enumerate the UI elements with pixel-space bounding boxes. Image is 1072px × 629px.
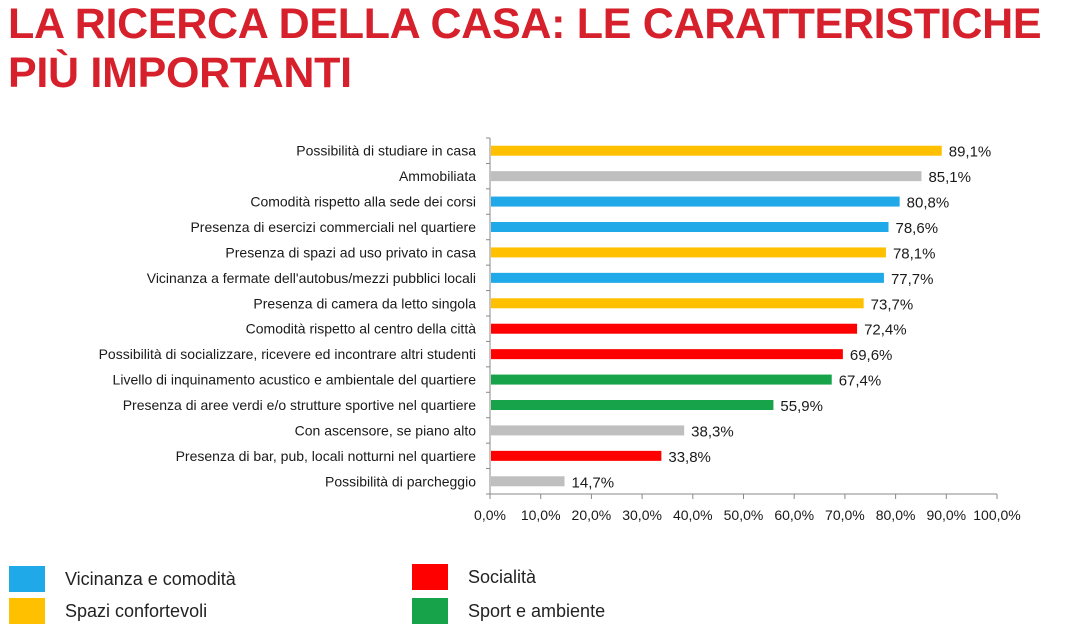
category-label: Comodità rispetto alla sede dei corsi — [250, 194, 476, 210]
x-tick-label: 40,0% — [673, 507, 713, 523]
x-tick-label: 80,0% — [876, 507, 916, 523]
value-label: 67,4% — [839, 373, 882, 390]
legend-item-spazi: Spazi confortevoli — [9, 598, 207, 624]
category-label: Possibilità di socializzare, ricevere ed… — [99, 346, 476, 362]
bar — [491, 196, 900, 207]
legend-item-vicinanza: Vicinanza e comodità — [9, 566, 236, 592]
legend-label: Sport e ambiente — [468, 600, 606, 621]
legend-swatch-red — [412, 564, 448, 590]
legend-item-socialita: Socialità — [412, 564, 536, 590]
value-label: 14,7% — [572, 474, 615, 491]
legend-item-sport: Sport e ambiente — [412, 598, 605, 624]
category-label: Ammobiliata — [399, 168, 476, 184]
legend-label: Vicinanza e comodità — [65, 568, 236, 589]
x-tick-label: 50,0% — [724, 507, 764, 523]
bar — [491, 298, 864, 309]
category-label: Presenza di spazi ad uso privato in casa — [225, 244, 476, 260]
value-label: 72,4% — [864, 322, 907, 339]
category-label: Comodità rispetto al centro della città — [246, 321, 477, 337]
x-tick-label: 100,0% — [973, 507, 1020, 523]
category-label: Presenza di esercizi commerciali nel qua… — [190, 219, 476, 235]
bar — [491, 247, 886, 258]
category-label: Vicinanza a fermate dell'autobus/mezzi p… — [147, 270, 476, 286]
x-tick-label: 60,0% — [774, 507, 814, 523]
legend-swatch-green — [412, 598, 448, 624]
category-label: Presenza di aree verdi e/o strutture spo… — [123, 397, 477, 413]
bar — [491, 476, 565, 487]
value-label: 80,8% — [907, 195, 950, 212]
value-label: 73,7% — [871, 296, 914, 313]
value-label: 55,9% — [780, 398, 823, 415]
bar — [491, 349, 843, 360]
x-tick-label: 0,0% — [474, 507, 506, 523]
category-label: Con ascensore, se piano alto — [295, 422, 477, 438]
x-tick-label: 90,0% — [926, 507, 966, 523]
value-label: 85,1% — [928, 169, 971, 186]
bar — [491, 400, 774, 410]
value-label: 69,6% — [850, 347, 893, 364]
x-tick-label: 70,0% — [825, 507, 865, 523]
x-tick-label: 10,0% — [521, 507, 561, 523]
category-label: Livello di inquinamento acustico e ambie… — [113, 372, 477, 388]
value-label: 38,3% — [691, 423, 734, 440]
value-label: 89,1% — [949, 144, 992, 161]
bar — [491, 374, 832, 385]
bar — [491, 222, 889, 232]
category-label: Presenza di camera da letto singola — [253, 295, 476, 311]
bar — [491, 425, 685, 436]
x-tick-label: 30,0% — [622, 507, 662, 523]
legend-label: Spazi confortevoli — [65, 600, 208, 621]
legend-label: Socialità — [468, 566, 537, 587]
page-title: LA RICERCA DELLA CASA: LE CARATTERISTICH… — [8, 0, 1068, 98]
value-label: 78,6% — [896, 220, 939, 237]
bar — [491, 272, 884, 283]
category-label: Possibilità di studiare in casa — [296, 143, 476, 159]
category-label: Presenza di bar, pub, locali notturni ne… — [176, 448, 477, 464]
title-line-1: LA RICERCA DELLA CASA: LE CARATTERISTICH… — [8, 0, 1042, 48]
bar — [491, 450, 662, 461]
category-label: Possibilità di parcheggio — [325, 473, 476, 489]
value-label: 77,7% — [891, 271, 934, 288]
title-line-2: PIÙ IMPORTANTI — [8, 49, 352, 97]
legend-swatch-blue — [9, 566, 45, 592]
value-label: 33,8% — [668, 449, 711, 466]
x-tick-label: 20,0% — [572, 507, 612, 523]
bar — [491, 145, 942, 156]
value-label: 78,1% — [893, 245, 936, 262]
bar — [491, 171, 922, 182]
bar — [491, 323, 858, 334]
legend-swatch-yellow — [9, 598, 45, 624]
